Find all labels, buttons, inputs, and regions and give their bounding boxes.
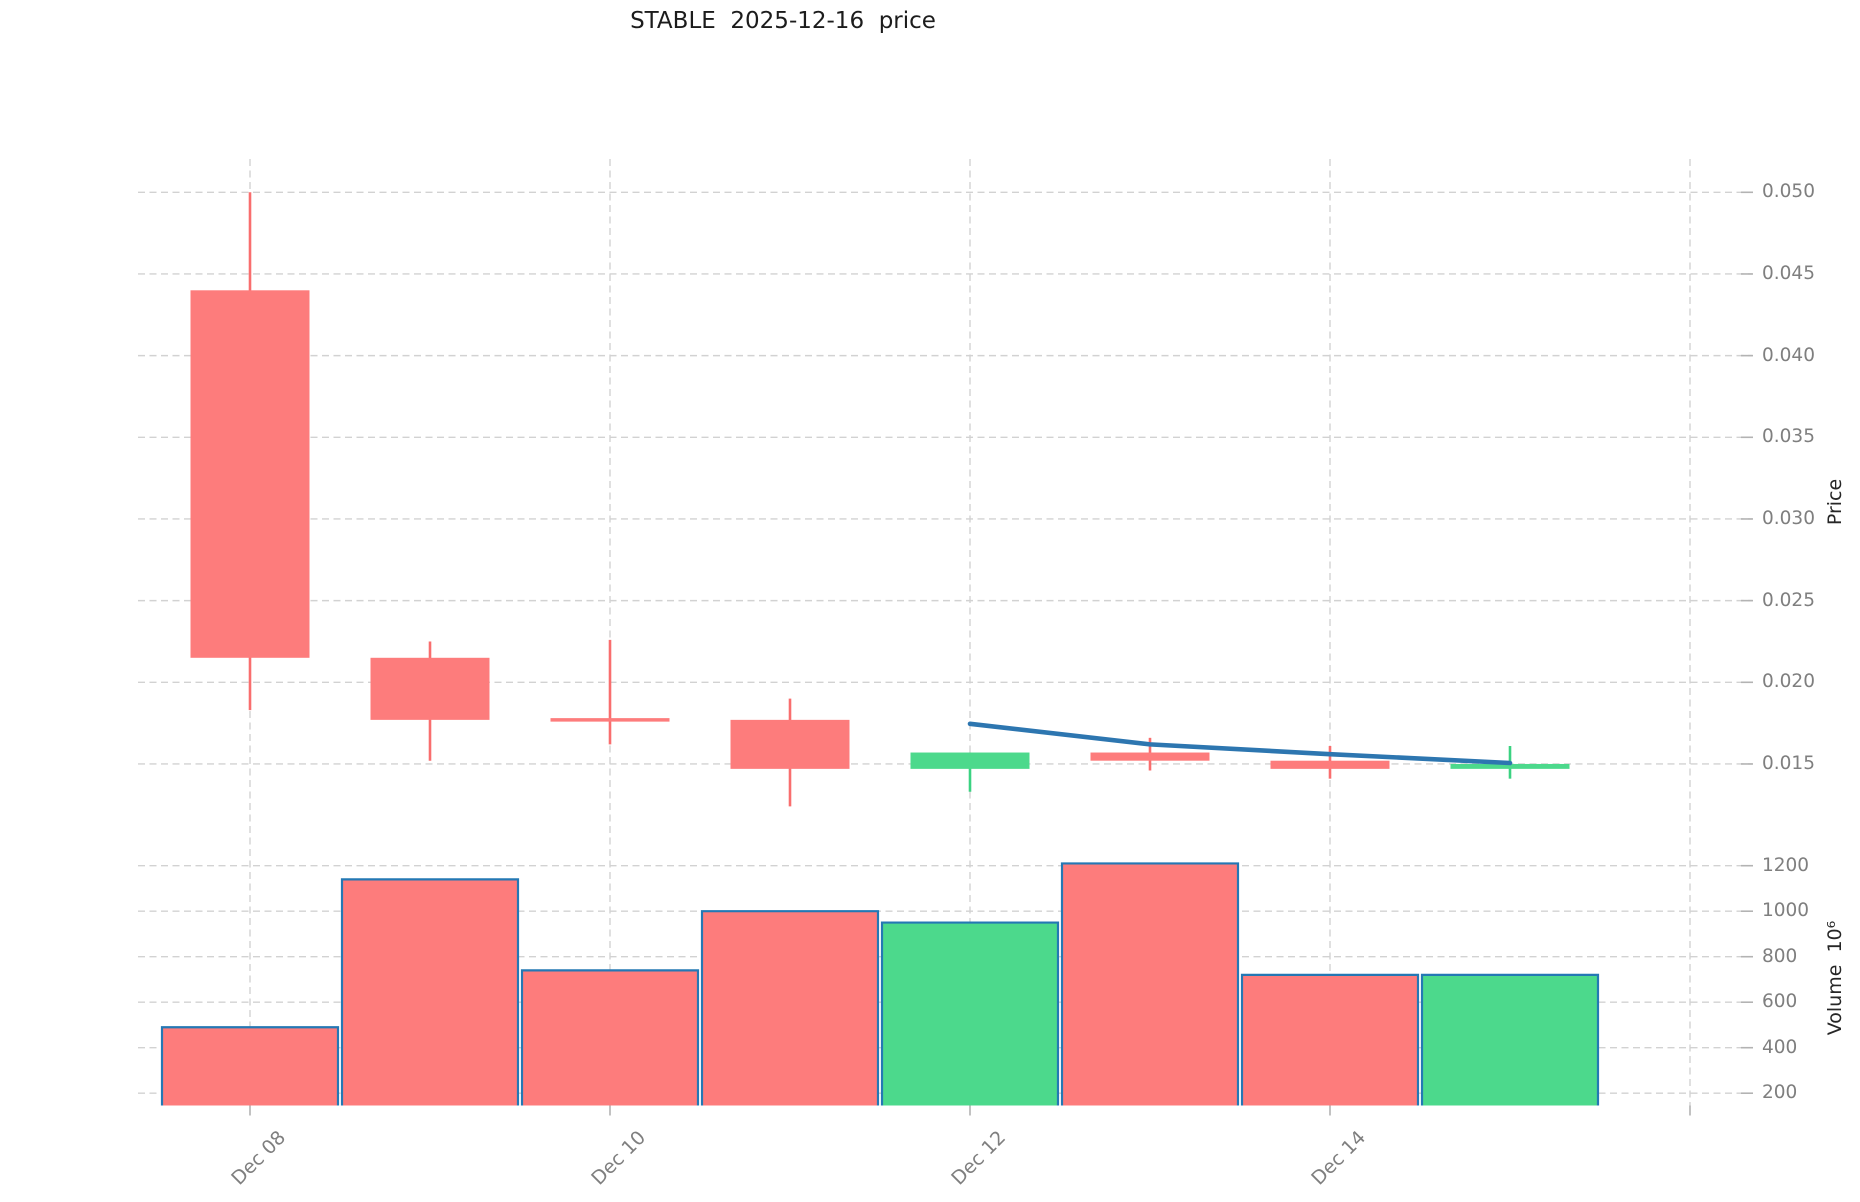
price-tick-label: 0.045 [1762,262,1815,284]
volume-tick-label: 1200 [1762,854,1810,876]
volume-bar [882,922,1058,1106]
volume-bar-edge [160,1026,340,1106]
volume-tick-label: 400 [1762,1036,1798,1058]
price-tick-label: 0.040 [1762,344,1815,366]
candle-body [1450,763,1570,769]
volume-bar-edge [1060,862,1240,1106]
price-tick-label: 0.050 [1762,181,1815,203]
candle-body [730,719,850,769]
candle-body [1090,752,1210,761]
price-axis-title: Price [1824,478,1846,526]
volume-bar [1422,974,1598,1106]
volume-bar [1062,863,1238,1106]
volume-bar-edge [1420,973,1600,1106]
volume-bar-edge [700,910,880,1106]
chart-title: STABLE 2025-12-16 price [630,8,936,34]
volume-tick-label: 200 [1762,1081,1798,1103]
price-tick-label: 0.015 [1762,752,1815,774]
candle-body [190,290,310,658]
candle-body [910,752,1030,769]
volume-bar [522,970,698,1106]
volume-bar [702,911,878,1106]
volume-bar [1242,974,1418,1106]
price-tick-label: 0.035 [1762,426,1815,448]
price-tick-label: 0.025 [1762,589,1815,611]
volume-bar-edge [880,921,1060,1106]
volume-tick-label: 600 [1762,990,1798,1012]
volume-bar [342,879,518,1106]
candle-body [1270,760,1390,769]
volume-bar-edge [1240,973,1420,1106]
volume-tick-label: 1000 [1762,899,1810,921]
volume-bar [162,1027,338,1106]
volume-axis-title: Volume 10⁶ [1824,920,1846,1036]
volume-bar-edge [520,969,700,1106]
candle-body [370,657,490,720]
price-tick-label: 0.030 [1762,507,1815,529]
price-tick-label: 0.020 [1762,671,1815,693]
moving-average-line [967,721,1513,766]
volume-tick-label: 800 [1762,945,1798,967]
volume-bar-edge [340,878,520,1106]
